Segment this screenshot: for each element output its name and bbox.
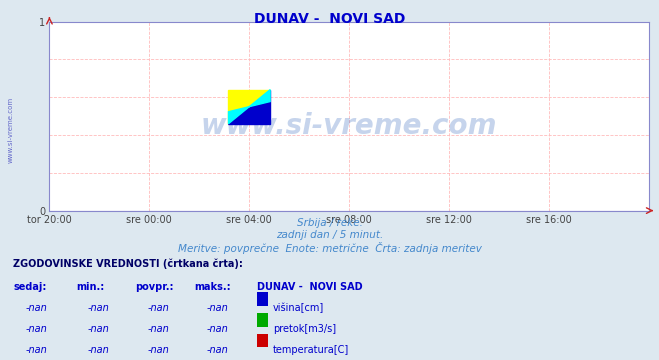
Polygon shape bbox=[229, 90, 270, 123]
Text: DUNAV -  NOVI SAD: DUNAV - NOVI SAD bbox=[254, 12, 405, 26]
Text: -nan: -nan bbox=[88, 345, 110, 355]
Text: -nan: -nan bbox=[147, 324, 169, 334]
Text: -nan: -nan bbox=[88, 324, 110, 334]
Text: zadnji dan / 5 minut.: zadnji dan / 5 minut. bbox=[276, 230, 383, 240]
Polygon shape bbox=[229, 90, 270, 123]
Text: -nan: -nan bbox=[147, 303, 169, 313]
Text: -nan: -nan bbox=[147, 345, 169, 355]
Text: -nan: -nan bbox=[25, 324, 47, 334]
Text: povpr.:: povpr.: bbox=[135, 282, 173, 292]
Text: -nan: -nan bbox=[206, 324, 229, 334]
Text: sedaj:: sedaj: bbox=[13, 282, 47, 292]
Text: Srbija / reke.: Srbija / reke. bbox=[297, 218, 362, 228]
Text: ZGODOVINSKE VREDNOSTI (črtkana črta):: ZGODOVINSKE VREDNOSTI (črtkana črta): bbox=[13, 258, 243, 269]
Text: pretok[m3/s]: pretok[m3/s] bbox=[273, 324, 336, 334]
Text: DUNAV -  NOVI SAD: DUNAV - NOVI SAD bbox=[257, 282, 362, 292]
Text: -nan: -nan bbox=[25, 345, 47, 355]
Text: -nan: -nan bbox=[88, 303, 110, 313]
Text: -nan: -nan bbox=[206, 303, 229, 313]
Text: -nan: -nan bbox=[206, 345, 229, 355]
Text: višina[cm]: višina[cm] bbox=[273, 303, 324, 313]
Text: Meritve: povprečne  Enote: metrične  Črta: zadnja meritev: Meritve: povprečne Enote: metrične Črta:… bbox=[177, 242, 482, 253]
Text: www.si-vreme.com: www.si-vreme.com bbox=[201, 112, 498, 140]
Polygon shape bbox=[229, 90, 270, 123]
Text: maks.:: maks.: bbox=[194, 282, 231, 292]
Text: -nan: -nan bbox=[25, 303, 47, 313]
Text: www.si-vreme.com: www.si-vreme.com bbox=[8, 96, 14, 163]
Text: temperatura[C]: temperatura[C] bbox=[273, 345, 349, 355]
Text: min.:: min.: bbox=[76, 282, 104, 292]
